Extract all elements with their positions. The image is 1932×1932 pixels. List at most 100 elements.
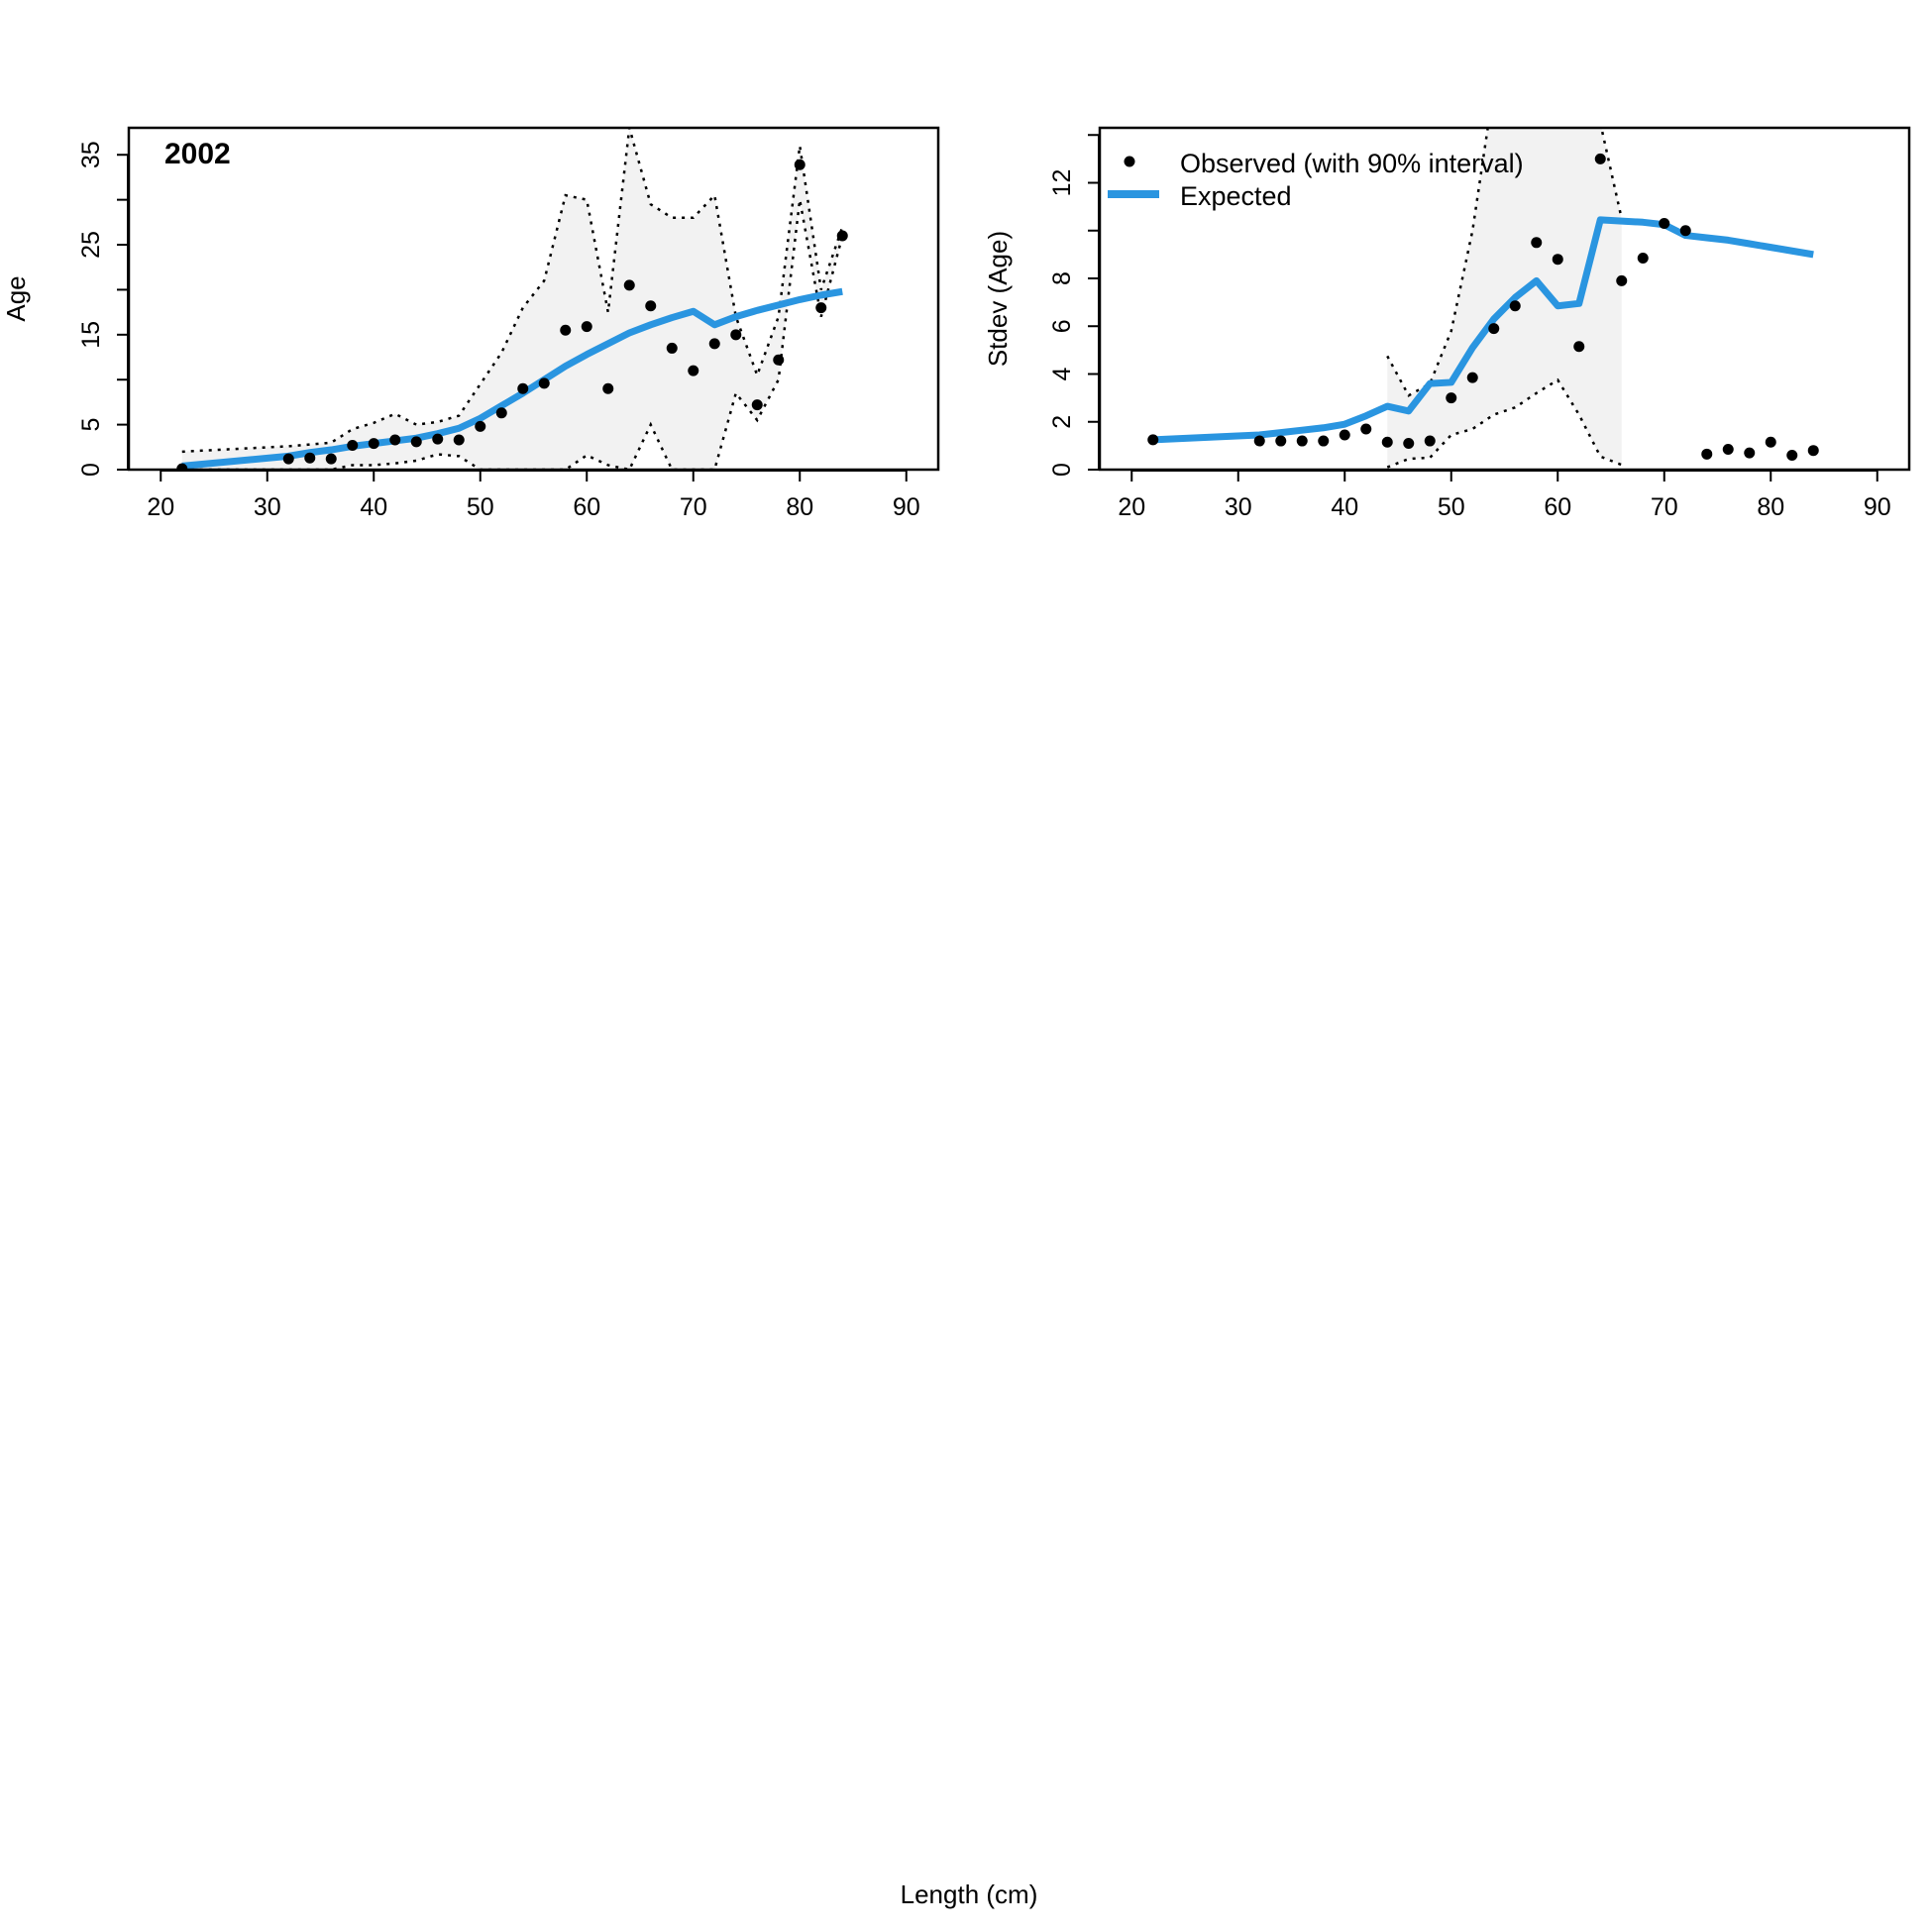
- y-tick-label: 0: [77, 463, 105, 477]
- observed-point: [304, 452, 316, 464]
- observed-point: [1786, 450, 1798, 462]
- observed-point: [1147, 434, 1159, 446]
- observed-point: [1616, 274, 1628, 286]
- x-tick-label: 90: [1864, 493, 1891, 521]
- observed-point: [176, 463, 188, 470]
- observed-point: [581, 321, 592, 333]
- observed-point: [560, 324, 572, 336]
- observed-point: [347, 439, 359, 451]
- x-tick-label: 40: [1331, 493, 1358, 521]
- observed-point: [730, 329, 742, 341]
- legend-expected-label: Expected: [1180, 181, 1292, 211]
- x-tick-label: 50: [1438, 493, 1465, 521]
- observed-point: [1594, 153, 1606, 164]
- y-tick-label: 25: [77, 231, 105, 259]
- x-tick-label: 80: [786, 493, 813, 521]
- x-tick-label: 30: [1225, 493, 1252, 521]
- legend-observed-marker: [1124, 156, 1135, 167]
- observed-point: [688, 365, 699, 376]
- y-tick-label: 6: [1048, 319, 1076, 333]
- observed-point: [1531, 237, 1543, 249]
- observed-point: [1765, 436, 1776, 448]
- y-tick-label: 8: [1048, 271, 1076, 285]
- observed-point: [1722, 443, 1734, 455]
- upper-interval-line: [181, 128, 844, 454]
- observed-point: [1446, 392, 1457, 404]
- observed-point: [1573, 341, 1585, 353]
- observed-point: [1339, 429, 1350, 441]
- interval-band: [181, 128, 843, 470]
- x-tick-label: 60: [573, 493, 600, 521]
- observed-point: [1659, 218, 1670, 230]
- x-tick-label: 20: [1118, 493, 1145, 521]
- y-tick-label: 35: [77, 141, 105, 168]
- y-axis-title: Stdev (Age): [983, 231, 1013, 367]
- panel-year-label: 2002: [164, 138, 231, 170]
- observed-point: [794, 159, 805, 170]
- x-tick-label: 80: [1757, 493, 1784, 521]
- observed-point: [836, 230, 848, 242]
- observed-point: [475, 420, 486, 432]
- observed-point: [751, 399, 763, 411]
- x-axis-title: Length (cm): [901, 1879, 1038, 1909]
- observed-point: [1466, 372, 1478, 383]
- observed-point: [1744, 447, 1756, 459]
- observed-point: [708, 338, 720, 350]
- legend-observed-label: Observed (with 90% interval): [1180, 149, 1524, 178]
- observed-point: [368, 438, 379, 450]
- observed-point: [602, 382, 614, 394]
- observed-point: [1637, 252, 1649, 264]
- x-tick-label: 40: [360, 493, 387, 521]
- observed-point: [410, 436, 422, 448]
- observed-point: [1318, 435, 1330, 447]
- x-tick-label: 30: [254, 493, 281, 521]
- y-tick-label: 12: [1048, 169, 1076, 197]
- stdev-age-panel: 20 30 40 50 60 70 80 90 0 2 4 6 8 12 Stdev (Age): [983, 126, 1911, 521]
- y-tick-label: 4: [1048, 367, 1076, 380]
- observed-point: [1253, 435, 1265, 447]
- observed-point: [1360, 423, 1372, 435]
- observed-point: [1381, 436, 1393, 448]
- observed-point: [325, 453, 337, 465]
- x-tick-label: 90: [893, 493, 920, 521]
- x-tick-label: 60: [1544, 493, 1571, 521]
- y-axis-title: Age: [1, 275, 31, 321]
- expected-line: [181, 287, 843, 470]
- observed-point: [389, 434, 401, 446]
- expected-line: [1152, 216, 1814, 444]
- observed-point: [666, 342, 678, 354]
- y-tick-label: 15: [77, 321, 105, 349]
- observed-point: [773, 354, 785, 366]
- y-tick-label: 0: [1048, 463, 1076, 477]
- observed-point: [1275, 435, 1287, 447]
- observed-point: [1403, 437, 1415, 449]
- observed-point: [645, 300, 657, 312]
- mean-age-panel: 20 30 40 50 60 70 80 90 0 5 15 25 35 Age 2002: [1, 126, 940, 521]
- legend: Observed (with 90% interval) Expected: [1108, 149, 1524, 211]
- lower-interval-line: [1386, 377, 1623, 469]
- observed-point: [1807, 445, 1819, 457]
- x-tick-label: 70: [1651, 493, 1678, 521]
- observed-point: [1296, 435, 1308, 447]
- x-tick-label: 50: [467, 493, 494, 521]
- x-tick-label: 70: [680, 493, 707, 521]
- observed-point: [1424, 435, 1436, 447]
- observed-point: [495, 407, 507, 419]
- observed-point: [1679, 225, 1691, 237]
- y-tick-label: 5: [77, 418, 105, 432]
- observed-point: [517, 382, 529, 394]
- y-tick-label: 2: [1048, 415, 1076, 429]
- plot-area: [1147, 128, 1819, 469]
- observed-point: [538, 377, 550, 389]
- observed-point: [1488, 323, 1500, 335]
- observed-point: [432, 433, 444, 445]
- observed-point: [282, 453, 294, 465]
- observed-point: [815, 302, 827, 314]
- observed-point: [1701, 448, 1713, 460]
- observed-point: [453, 434, 465, 446]
- observed-point: [623, 279, 635, 291]
- x-tick-label: 20: [147, 493, 174, 521]
- observed-point: [1552, 254, 1563, 266]
- plot-area: [176, 128, 848, 470]
